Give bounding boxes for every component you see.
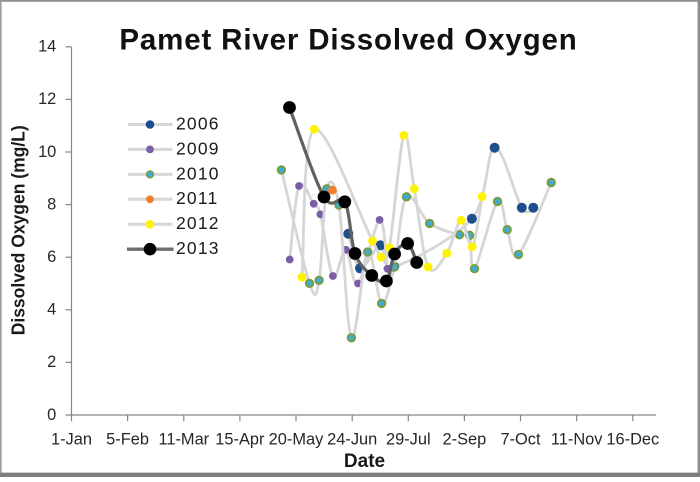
svg-text:10: 10	[38, 143, 56, 161]
svg-text:11-Mar: 11-Mar	[158, 431, 209, 449]
svg-text:2011: 2011	[176, 188, 218, 208]
svg-text:16-Dec: 16-Dec	[606, 431, 659, 449]
svg-text:20-May: 20-May	[269, 431, 324, 449]
svg-text:12: 12	[38, 90, 56, 108]
svg-text:Pamet River Dissolved Oxygen: Pamet River Dissolved Oxygen	[119, 23, 577, 56]
svg-text:2012: 2012	[176, 213, 220, 233]
svg-text:14: 14	[38, 38, 56, 56]
svg-text:2013: 2013	[176, 238, 220, 258]
svg-text:15-Apr: 15-Apr	[215, 431, 265, 449]
svg-text:11-Nov: 11-Nov	[551, 431, 603, 449]
svg-text:Date: Date	[344, 451, 385, 472]
svg-text:0: 0	[47, 406, 56, 424]
svg-text:5-Feb: 5-Feb	[106, 431, 149, 449]
svg-text:4: 4	[47, 301, 56, 319]
svg-text:6: 6	[47, 248, 56, 266]
svg-text:24-Jun: 24-Jun	[327, 431, 377, 449]
svg-text:29-Jul: 29-Jul	[386, 431, 431, 449]
svg-text:7-Oct: 7-Oct	[500, 431, 541, 449]
svg-text:8: 8	[47, 195, 56, 213]
svg-text:2: 2	[47, 353, 56, 371]
svg-text:2-Sep: 2-Sep	[443, 431, 487, 449]
svg-text:Dissolved Oxygen (mg/L): Dissolved Oxygen (mg/L)	[9, 125, 29, 335]
svg-text:2010: 2010	[176, 163, 220, 183]
svg-text:2009: 2009	[176, 138, 220, 158]
svg-text:1-Jan: 1-Jan	[51, 431, 92, 449]
svg-text:2006: 2006	[176, 113, 220, 133]
